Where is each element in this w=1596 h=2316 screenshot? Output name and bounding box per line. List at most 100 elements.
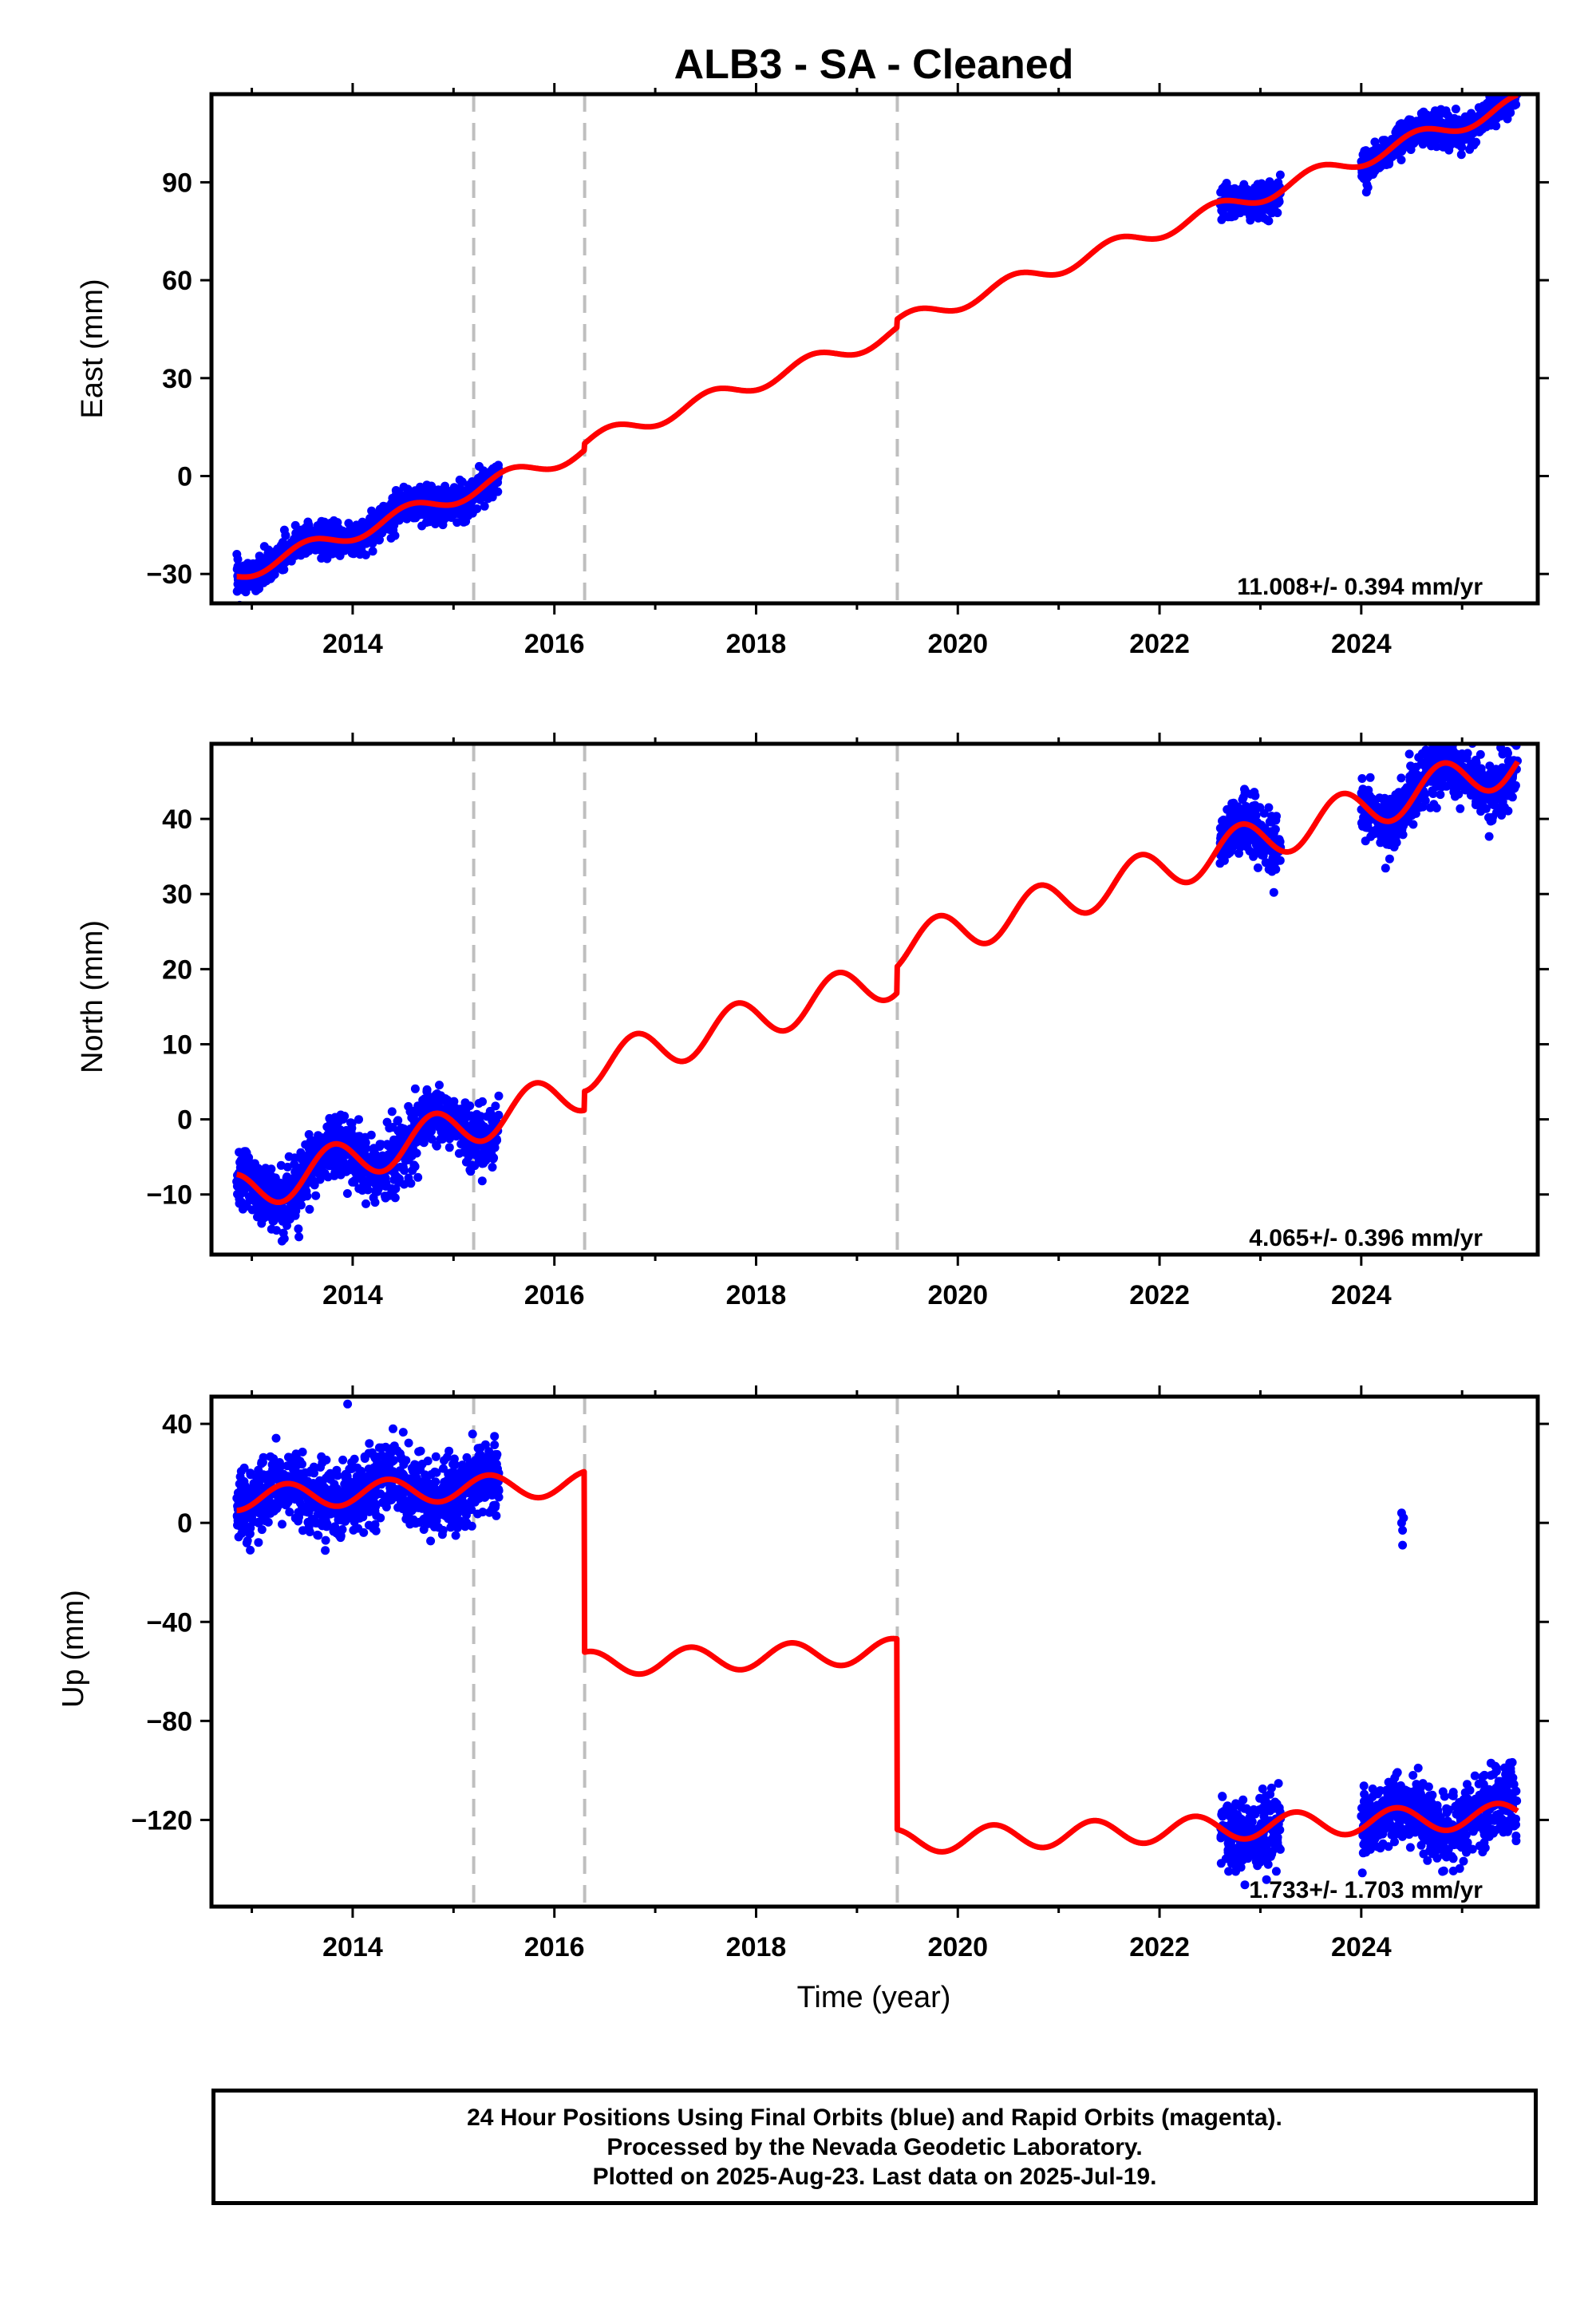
data-point <box>1360 819 1369 828</box>
data-point <box>1375 793 1385 803</box>
y-tick-label: 30 <box>162 879 192 910</box>
x-tick-label: 2018 <box>726 629 787 659</box>
data-point <box>431 1452 440 1461</box>
data-point <box>494 1091 504 1101</box>
data-point <box>239 566 249 575</box>
data-point <box>1250 791 1260 800</box>
data-point <box>462 1104 471 1113</box>
data-points <box>232 733 1522 1246</box>
data-point <box>247 559 256 569</box>
data-point <box>1505 81 1514 89</box>
data-point <box>1452 781 1462 790</box>
up-rate-label: 1.733+/- 1.703 mm/yr <box>1249 1877 1483 1903</box>
data-point <box>238 1204 247 1214</box>
north-panel: North (mm) 4.065+/- 0.396 mm/yr 2014 2016… <box>76 733 1549 1310</box>
data-point <box>1496 802 1506 812</box>
data-point <box>1365 773 1375 782</box>
data-point <box>338 1115 348 1124</box>
data-point <box>350 1177 359 1187</box>
data-point <box>480 1440 490 1449</box>
data-point <box>332 545 342 555</box>
data-point <box>489 486 498 496</box>
y-tick-label: 30 <box>162 364 192 394</box>
x-tick-label: 2022 <box>1129 1280 1190 1310</box>
x-tick-label: 2020 <box>927 1280 988 1310</box>
data-point <box>1485 769 1495 779</box>
data-point <box>460 1522 470 1531</box>
data-point <box>437 1091 445 1101</box>
east-rate-label: 11.008+/- 0.394 mm/yr <box>1237 574 1483 600</box>
data-point <box>480 1145 490 1155</box>
data-point <box>1428 110 1437 120</box>
model-line <box>234 94 1520 580</box>
data-point <box>254 1518 263 1528</box>
data-point <box>459 517 468 527</box>
data-point <box>243 1536 252 1545</box>
data-point <box>452 518 462 528</box>
data-point <box>413 1172 423 1182</box>
data-point <box>408 1166 417 1176</box>
data-point <box>1505 84 1514 93</box>
data-point <box>233 1488 243 1498</box>
data-point <box>1513 74 1522 83</box>
data-point <box>1239 180 1249 189</box>
data-point <box>1511 76 1519 85</box>
data-point <box>1424 733 1432 742</box>
figure-title: ALB3 - SA - Cleaned <box>674 41 1074 88</box>
data-point <box>373 1179 382 1188</box>
data-point <box>417 521 427 531</box>
data-point <box>1255 205 1265 215</box>
data-point <box>475 461 484 471</box>
x-tick-label: 2016 <box>524 629 585 659</box>
data-point <box>1499 80 1507 89</box>
data-point <box>1456 804 1465 813</box>
data-point <box>326 1132 336 1141</box>
data-point <box>429 1093 437 1102</box>
data-point <box>304 520 314 530</box>
up-panel: Up (mm) 1.733+/- 1.703 mm/yr Time (year)… <box>57 1385 1549 2014</box>
data-point <box>254 1538 263 1547</box>
data-point <box>425 517 434 527</box>
data-point <box>321 1546 330 1555</box>
data-point <box>490 1117 500 1126</box>
data-point <box>411 508 421 518</box>
data-point <box>440 510 450 519</box>
data-point <box>1240 187 1250 196</box>
data-point <box>377 1140 386 1149</box>
data-point <box>263 1517 273 1527</box>
data-point <box>1441 106 1451 116</box>
data-point <box>237 1529 247 1538</box>
data-point <box>1513 79 1522 88</box>
data-point <box>350 548 358 558</box>
data-point <box>426 1536 436 1546</box>
data-point <box>1418 139 1428 148</box>
data-point <box>1269 887 1278 897</box>
data-point <box>1378 136 1388 145</box>
data-point <box>1270 201 1279 211</box>
data-point <box>1275 170 1285 180</box>
data-point <box>390 1136 400 1145</box>
data-point <box>351 525 361 534</box>
data-point <box>462 1510 471 1520</box>
data-point <box>442 1452 452 1462</box>
up-y-axis-label: Up (mm) <box>57 1590 90 1708</box>
y-tick-label: 0 <box>177 1105 192 1136</box>
y-tick-label: 0 <box>177 462 192 492</box>
data-point <box>1437 749 1447 758</box>
data-point <box>1262 215 1272 224</box>
data-point <box>435 1081 444 1090</box>
data-point <box>1361 170 1371 180</box>
data-point <box>273 544 282 554</box>
data-point <box>320 1160 330 1170</box>
data-point <box>357 543 366 553</box>
y-tick-label: 40 <box>162 804 192 835</box>
x-tick-label: 2014 <box>322 1280 383 1310</box>
data-point <box>1511 81 1519 90</box>
data-point <box>236 1467 246 1476</box>
data-point <box>419 510 429 520</box>
data-point <box>266 1212 275 1222</box>
data-point <box>1510 784 1519 793</box>
data-point <box>1381 864 1390 873</box>
data-point <box>476 492 485 501</box>
data-point <box>1456 150 1466 160</box>
